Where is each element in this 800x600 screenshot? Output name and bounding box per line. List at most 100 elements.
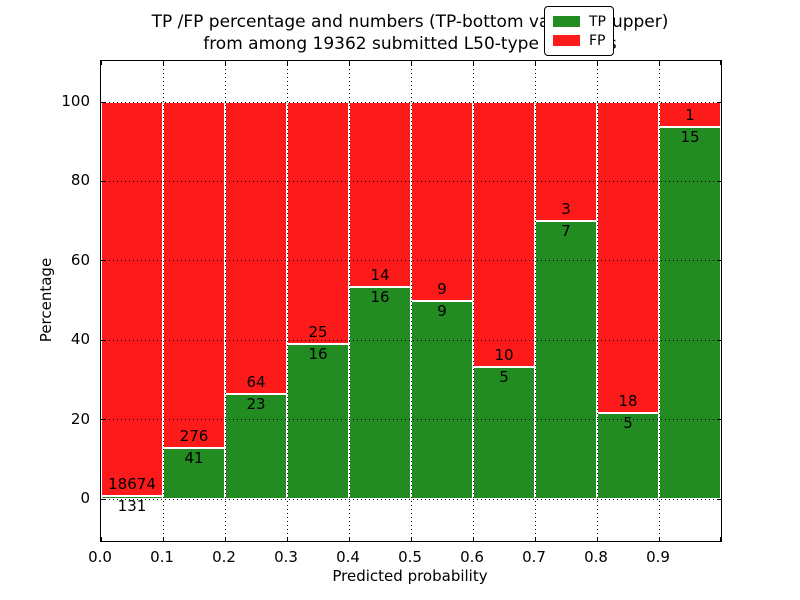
tick-mark <box>717 260 721 262</box>
gridline-vertical <box>286 61 288 541</box>
y-tick-label: 0 <box>80 489 90 507</box>
tick-mark <box>101 180 105 182</box>
gridline-horizontal <box>101 419 721 421</box>
gridline-vertical <box>472 61 474 541</box>
bar-segment-tp-6 <box>473 366 535 499</box>
legend-label-tp: TP <box>589 13 606 30</box>
gridline-vertical <box>348 61 350 541</box>
legend: TP FP <box>544 6 614 56</box>
tick-mark <box>101 498 105 500</box>
bar-segment-fp-8 <box>597 102 659 413</box>
bar-count-label-fp-3: 25 <box>308 323 328 342</box>
bar-count-label-tp-7: 7 <box>561 222 571 241</box>
bar-segment-fp-3 <box>287 102 349 345</box>
tick-mark <box>720 537 721 541</box>
tick-mark <box>101 101 105 103</box>
gridline-horizontal <box>101 260 721 262</box>
legend-item-tp: TP <box>553 12 606 31</box>
tick-mark <box>225 61 226 65</box>
y-tick-label: 100 <box>61 92 90 110</box>
bar-count-label-tp-1: 41 <box>184 448 204 467</box>
gridline-vertical <box>224 61 226 541</box>
tick-mark <box>349 537 350 541</box>
bar-count-label-tp-9: 15 <box>680 127 700 146</box>
bar-segment-fp-5 <box>411 102 473 301</box>
gridline-horizontal <box>101 180 721 182</box>
x-tick-label: 0.5 <box>398 548 422 566</box>
tick-mark <box>101 61 102 65</box>
bar-count-label-fp-0: 18674 <box>108 475 156 494</box>
legend-swatch-tp <box>553 16 580 27</box>
y-tick-label: 20 <box>70 409 90 428</box>
bar-count-label-tp-6: 5 <box>499 367 509 386</box>
x-tick-label: 0.8 <box>584 548 608 566</box>
bar-count-label-tp-2: 23 <box>246 395 266 414</box>
tick-mark <box>535 61 536 65</box>
tick-mark <box>717 498 721 500</box>
bar-count-label-fp-4: 14 <box>370 266 390 285</box>
legend-swatch-fp <box>553 35 580 46</box>
x-axis-label: Predicted probability <box>332 567 488 585</box>
bar-count-label-fp-8: 18 <box>618 391 638 410</box>
tick-mark <box>163 61 164 65</box>
bar-count-label-fp-7: 3 <box>561 200 571 219</box>
x-tick-label: 0.1 <box>150 548 174 566</box>
bar-count-label-tp-0: 131 <box>117 497 147 516</box>
tick-mark <box>717 339 721 341</box>
tick-mark <box>411 537 412 541</box>
bar-segment-tp-3 <box>287 344 349 499</box>
tick-mark <box>717 101 721 103</box>
bar-segment-fp-0 <box>101 102 163 497</box>
bar-count-label-fp-2: 64 <box>246 373 266 392</box>
tick-mark <box>411 61 412 65</box>
tick-mark <box>535 537 536 541</box>
plot-area: 18674 131 276 41 64 23 25 16 14 16 9 9 10 5 3 7 18 5 1 15 <box>100 60 722 542</box>
bar-count-label-tp-5: 9 <box>437 301 447 320</box>
bar-count-label-fp-1: 276 <box>179 426 209 445</box>
chart-title-line1: TP /FP percentage and numbers (TP-bottom… <box>151 12 669 32</box>
chart-title: TP /FP percentage and numbers (TP-bottom… <box>100 11 720 55</box>
tick-mark <box>349 61 350 65</box>
tick-mark <box>473 61 474 65</box>
x-tick-label: 0.3 <box>274 548 298 566</box>
gridline-horizontal <box>101 339 721 341</box>
gridline-vertical <box>162 61 164 541</box>
tick-mark <box>720 61 721 65</box>
tick-mark <box>225 537 226 541</box>
bar-count-label-tp-8: 5 <box>623 413 633 432</box>
x-tick-label: 0.0 <box>88 548 112 566</box>
bar-count-label-tp-4: 16 <box>370 288 390 307</box>
bar-segment-tp-7 <box>535 221 597 499</box>
tick-mark <box>101 537 102 541</box>
y-tick-label: 60 <box>70 250 90 269</box>
x-tick-label: 0.4 <box>336 548 360 566</box>
bar-segment-tp-2 <box>225 394 287 499</box>
tick-mark <box>597 61 598 65</box>
tick-mark <box>101 260 105 262</box>
x-tick-label: 0.2 <box>212 548 236 566</box>
y-tick-label: 40 <box>70 330 90 349</box>
tick-mark <box>473 537 474 541</box>
gridline-vertical <box>410 61 412 541</box>
legend-item-fp: FP <box>553 31 606 50</box>
bar-count-label-fp-5: 9 <box>437 279 447 298</box>
gridline-horizontal <box>101 101 721 103</box>
bar-count-label-tp-3: 16 <box>308 345 328 364</box>
gridline-vertical <box>658 61 660 541</box>
bar-count-label-fp-6: 10 <box>494 345 514 364</box>
gridline-vertical <box>596 61 598 541</box>
tick-mark <box>101 339 105 341</box>
legend-label-fp: FP <box>589 32 606 49</box>
tick-mark <box>101 419 105 421</box>
bar-segment-tp-9 <box>659 126 721 499</box>
x-tick-label: 0.9 <box>646 548 670 566</box>
bar-segment-tp-8 <box>597 412 659 499</box>
x-tick-label: 0.7 <box>522 548 546 566</box>
tick-mark <box>287 537 288 541</box>
y-tick-label: 80 <box>70 171 90 190</box>
tick-mark <box>287 61 288 65</box>
bar-segment-fp-2 <box>225 102 287 395</box>
gridline-horizontal <box>101 498 721 500</box>
x-tick-label: 0.6 <box>460 548 484 566</box>
